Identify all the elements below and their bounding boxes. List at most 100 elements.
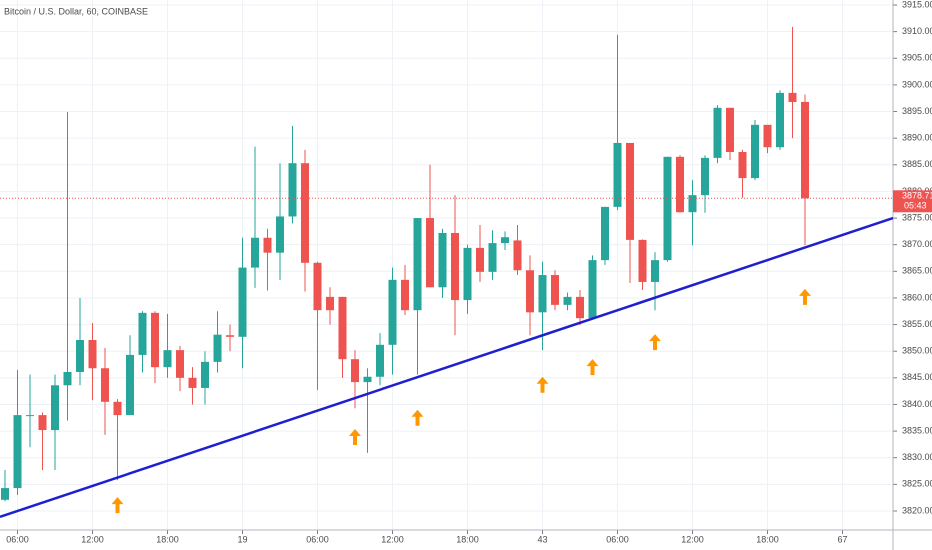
x-tick-label: 18:00 <box>456 534 479 544</box>
candle-body <box>726 107 734 153</box>
candle-body <box>701 157 709 196</box>
candle-body <box>788 92 797 102</box>
arrow-marker <box>649 334 661 351</box>
y-tick-label: 3875.00 <box>902 212 932 222</box>
candle-body <box>138 312 147 355</box>
candle-body <box>151 312 159 368</box>
candle-body <box>301 163 309 263</box>
candle-body <box>163 350 172 368</box>
x-tick-label: 18:00 <box>156 534 179 544</box>
arrow-marker <box>411 409 424 426</box>
y-tick-label: 3885.00 <box>902 159 932 169</box>
last-price-label: 3878.71 <box>902 191 932 201</box>
x-tick-label: 06:00 <box>6 534 29 544</box>
y-tick-label: 3825.00 <box>902 479 932 489</box>
candle-body <box>776 92 784 148</box>
candle-body <box>413 218 422 311</box>
y-tick-label: 3895.00 <box>902 106 932 116</box>
candle-body <box>326 296 334 311</box>
candle-body <box>313 262 322 311</box>
countdown-label: 05:43 <box>904 201 927 211</box>
candle-body <box>738 152 747 179</box>
candle-body <box>251 237 259 268</box>
y-tick-label: 3820.00 <box>902 505 932 515</box>
candle-body <box>426 218 434 288</box>
x-tick-label: 12:00 <box>681 534 704 544</box>
y-tick-label: 3910.00 <box>902 26 932 36</box>
candle-body <box>113 401 122 416</box>
x-tick-label: 19 <box>237 534 247 544</box>
candle-body <box>376 344 384 377</box>
candle-body <box>338 296 347 360</box>
y-tick-label: 3835.00 <box>902 425 932 435</box>
x-tick-label: 12:00 <box>381 534 404 544</box>
candle-body <box>751 124 759 179</box>
candle-body <box>801 101 809 199</box>
candle-body <box>288 163 297 217</box>
candle-body <box>51 385 59 431</box>
candle-body <box>463 247 472 301</box>
candle-body <box>613 142 622 207</box>
candle-body <box>501 237 509 244</box>
arrow-marker <box>111 497 124 514</box>
candle-body <box>576 296 584 319</box>
candle-body <box>626 142 634 240</box>
candle-body <box>513 240 522 271</box>
candle-body <box>88 340 97 369</box>
last-price-badge <box>893 190 932 213</box>
candle-body <box>263 237 272 253</box>
candle-body <box>26 415 34 417</box>
candle-body <box>538 275 547 313</box>
x-tick-label: 18:00 <box>756 534 779 544</box>
y-tick-label: 3900.00 <box>902 79 932 89</box>
candle-body <box>213 334 222 362</box>
candle-body <box>401 279 409 311</box>
x-tick-label: 06:00 <box>306 534 329 544</box>
x-tick-label: 12:00 <box>81 534 104 544</box>
arrow-marker <box>799 288 811 305</box>
trendline <box>0 216 894 519</box>
candle-body <box>651 260 659 282</box>
candle-body <box>451 232 459 301</box>
candle-body <box>638 239 647 282</box>
y-tick-label: 3915.00 <box>902 0 932 9</box>
candle-body <box>363 376 372 383</box>
candle-body <box>201 361 209 388</box>
candle-body <box>226 335 234 337</box>
candle-body <box>488 243 497 272</box>
candle-body <box>601 206 609 261</box>
x-tick-label: 06:00 <box>606 534 629 544</box>
y-tick-label: 3830.00 <box>902 452 932 462</box>
candle-body <box>63 371 72 386</box>
y-tick-label: 3890.00 <box>902 133 932 143</box>
candle-body <box>126 354 134 416</box>
candle-body <box>551 275 559 305</box>
candle-body <box>351 359 359 383</box>
y-tick-label: 3905.00 <box>902 53 932 63</box>
candle-body <box>276 216 284 253</box>
x-tick-label: 43 <box>537 534 547 544</box>
candle-body <box>76 340 84 372</box>
y-tick-label: 3845.00 <box>902 372 932 382</box>
candle-body <box>713 107 722 158</box>
y-tick-label: 3860.00 <box>902 292 932 302</box>
y-tick-label: 3855.00 <box>902 319 932 329</box>
y-tick-label: 3850.00 <box>902 346 932 356</box>
candle-body <box>13 415 22 489</box>
candle-body <box>101 368 109 402</box>
candle-body <box>238 267 247 337</box>
x-tick-label: 67 <box>837 534 847 544</box>
chart-title: Bitcoin / U.S. Dollar, 60, COINBASE <box>4 6 148 16</box>
y-tick-label: 3865.00 <box>902 266 932 276</box>
candle-body <box>188 377 197 388</box>
candle-body <box>476 247 484 272</box>
candle-body <box>438 232 447 288</box>
candle-body <box>663 156 672 261</box>
candle-body <box>38 415 47 431</box>
candle-body <box>676 156 684 213</box>
arrow-marker <box>536 376 549 393</box>
y-tick-label: 3840.00 <box>902 399 932 409</box>
candle-body <box>176 350 184 378</box>
candle-body <box>563 296 572 305</box>
